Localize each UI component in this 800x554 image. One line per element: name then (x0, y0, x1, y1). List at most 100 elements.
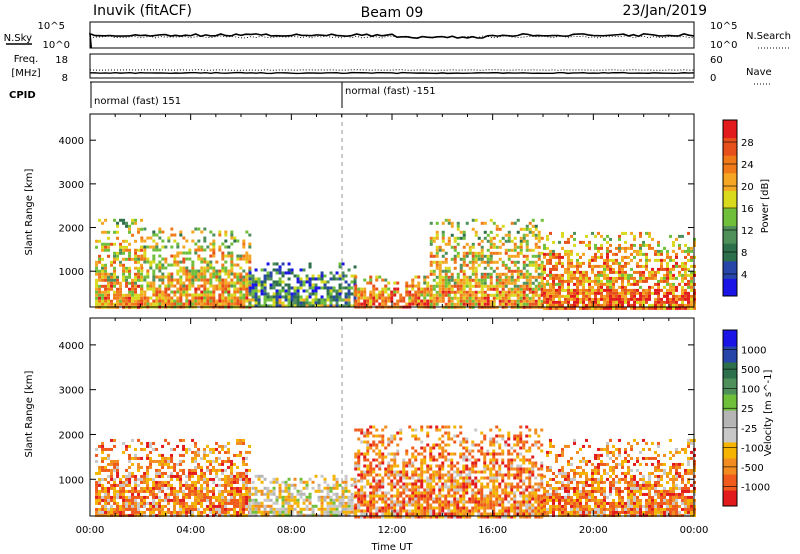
echo-cell (269, 304, 273, 308)
echo-cell (170, 272, 174, 276)
echo-cell (230, 477, 234, 481)
echo-cell (233, 462, 237, 466)
echo-cell (561, 288, 564, 292)
echo-cell (254, 301, 258, 305)
echo-cell (146, 287, 150, 291)
echo-cell (576, 303, 579, 307)
echo-cell (203, 266, 207, 270)
echo-cell (173, 510, 177, 514)
echo-cell (384, 455, 388, 459)
echo-cell (648, 306, 651, 310)
echo-cell (209, 504, 213, 508)
echo-cell (549, 303, 552, 307)
echo-cell (257, 501, 261, 505)
echo-cell (606, 285, 609, 289)
echo-cell (357, 506, 361, 510)
echo-cell (191, 492, 195, 496)
echo-cell (660, 297, 663, 301)
echo-cell (402, 488, 406, 492)
echo-cell (176, 495, 180, 499)
echo-cell (402, 506, 406, 510)
echo-cell (480, 257, 484, 261)
echo-cell (128, 293, 132, 297)
echo-cell (669, 255, 672, 259)
echo-cell (113, 444, 117, 448)
echo-cell (558, 258, 561, 262)
colorbar-tick-label: 28 (741, 138, 754, 149)
echo-cell (125, 302, 129, 306)
echo-cell (263, 295, 267, 299)
echo-cell (663, 294, 666, 298)
echo-cell (489, 440, 493, 444)
echo-cell (483, 464, 487, 468)
echo-cell (239, 498, 243, 502)
echo-cell (390, 497, 394, 501)
echo-cell (639, 231, 642, 235)
echo-cell (447, 452, 451, 456)
echo-cell (534, 233, 538, 237)
echo-cell (531, 296, 535, 300)
echo-cell (492, 500, 496, 504)
echo-cell (549, 267, 552, 271)
echo-cell (483, 509, 487, 513)
echo-cell (323, 510, 327, 514)
echo-cell (191, 459, 195, 463)
echo-cell (95, 501, 99, 505)
echo-cell (266, 498, 270, 502)
echo-cell (414, 512, 418, 516)
echo-cell (242, 510, 246, 514)
echo-cell (387, 515, 391, 519)
echo-cell (450, 515, 454, 519)
echo-cell (113, 275, 117, 279)
echo-cell (242, 471, 246, 475)
echo-cell (173, 462, 177, 466)
echo-cell (107, 462, 111, 466)
echo-cell (248, 298, 252, 302)
echo-cell (230, 474, 234, 478)
echo-cell (393, 290, 397, 294)
echo-cell (450, 476, 454, 480)
echo-cell (564, 288, 567, 292)
echo-cell (453, 470, 457, 474)
echo-cell (426, 503, 430, 507)
echo-cell (390, 494, 394, 498)
echo-cell (212, 245, 216, 249)
echo-cell (483, 512, 487, 516)
echo-cell (432, 284, 436, 288)
echo-cell (197, 245, 201, 249)
echo-cell (435, 500, 439, 504)
echo-cell (239, 495, 243, 499)
echo-cell (107, 236, 111, 240)
echo-cell (263, 492, 267, 496)
echo-cell (236, 513, 240, 517)
echo-cell (197, 474, 201, 478)
echo-cell (149, 284, 153, 288)
echo-cell (510, 239, 514, 243)
echo-cell (567, 288, 570, 292)
echo-cell (341, 507, 345, 511)
echo-cell (260, 304, 264, 308)
echo-cell (363, 287, 367, 291)
echo-cell (233, 236, 237, 240)
echo-cell (558, 240, 561, 244)
echo-cell (161, 239, 165, 243)
echo-cell (119, 260, 123, 264)
echo-cell (519, 299, 523, 303)
echo-cell (453, 494, 457, 498)
echo-cell (308, 286, 312, 290)
echo-cell (636, 297, 639, 301)
echo-cell (369, 485, 373, 489)
echo-cell (272, 510, 276, 514)
echo-cell (248, 498, 252, 502)
echo-cell (134, 477, 138, 481)
echo-cell (110, 468, 114, 472)
echo-cell (110, 462, 114, 466)
echo-cell (588, 306, 591, 310)
echo-cell (567, 276, 570, 280)
echo-cell (657, 285, 660, 289)
echo-cell (489, 236, 493, 240)
echo-cell (209, 248, 213, 252)
echo-cell (477, 263, 481, 267)
echo-cell (471, 482, 475, 486)
echo-cell (621, 297, 624, 301)
